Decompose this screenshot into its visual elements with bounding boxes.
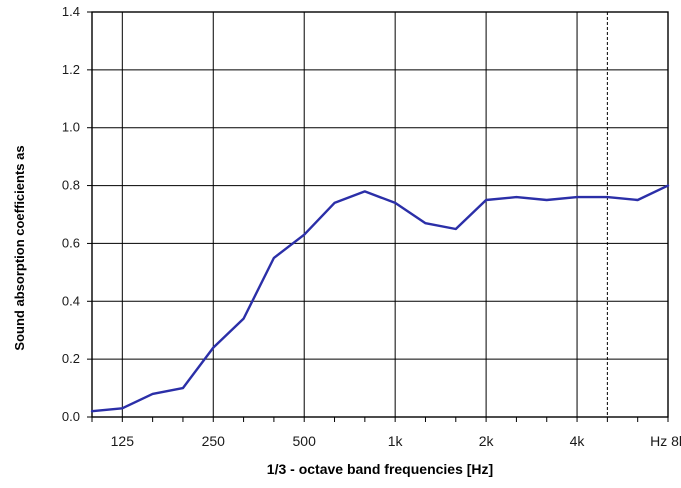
x-tick-label: 2k: [479, 433, 495, 449]
x-tick-label: 250: [202, 433, 226, 449]
y-axis-label: Sound absorption coefficients as: [12, 145, 27, 350]
x-tick-label: 125: [111, 433, 135, 449]
grid: [92, 12, 668, 417]
y-tick-label: 0.2: [62, 351, 80, 366]
y-tick-label: 0.0: [62, 409, 80, 424]
y-tick-label: 0.6: [62, 235, 80, 250]
x-tick-label: 500: [293, 433, 317, 449]
y-axis-ticks: 0.0 0.2 0.4 0.6 0.8 1.0 1.2 1.4: [62, 4, 92, 424]
y-tick-label: 1.2: [62, 62, 80, 77]
y-tick-label: 0.8: [62, 178, 80, 193]
y-tick-label: 0.4: [62, 293, 80, 308]
x-axis-ticks: 125 250 500 1k 2k 4k Hz 8k: [91, 417, 681, 449]
x-tick-label: 1k: [388, 433, 404, 449]
x-tick-label: 4k: [570, 433, 586, 449]
plot-frame: [91, 11, 669, 418]
x-axis-label: 1/3 - octave band frequencies [Hz]: [267, 461, 493, 477]
y-tick-label: 1.4: [62, 4, 80, 19]
y-tick-label: 1.0: [62, 120, 80, 135]
x-tick-label: Hz 8k: [650, 433, 681, 449]
series-layer: [90, 184, 670, 413]
series-line: [90, 184, 670, 413]
